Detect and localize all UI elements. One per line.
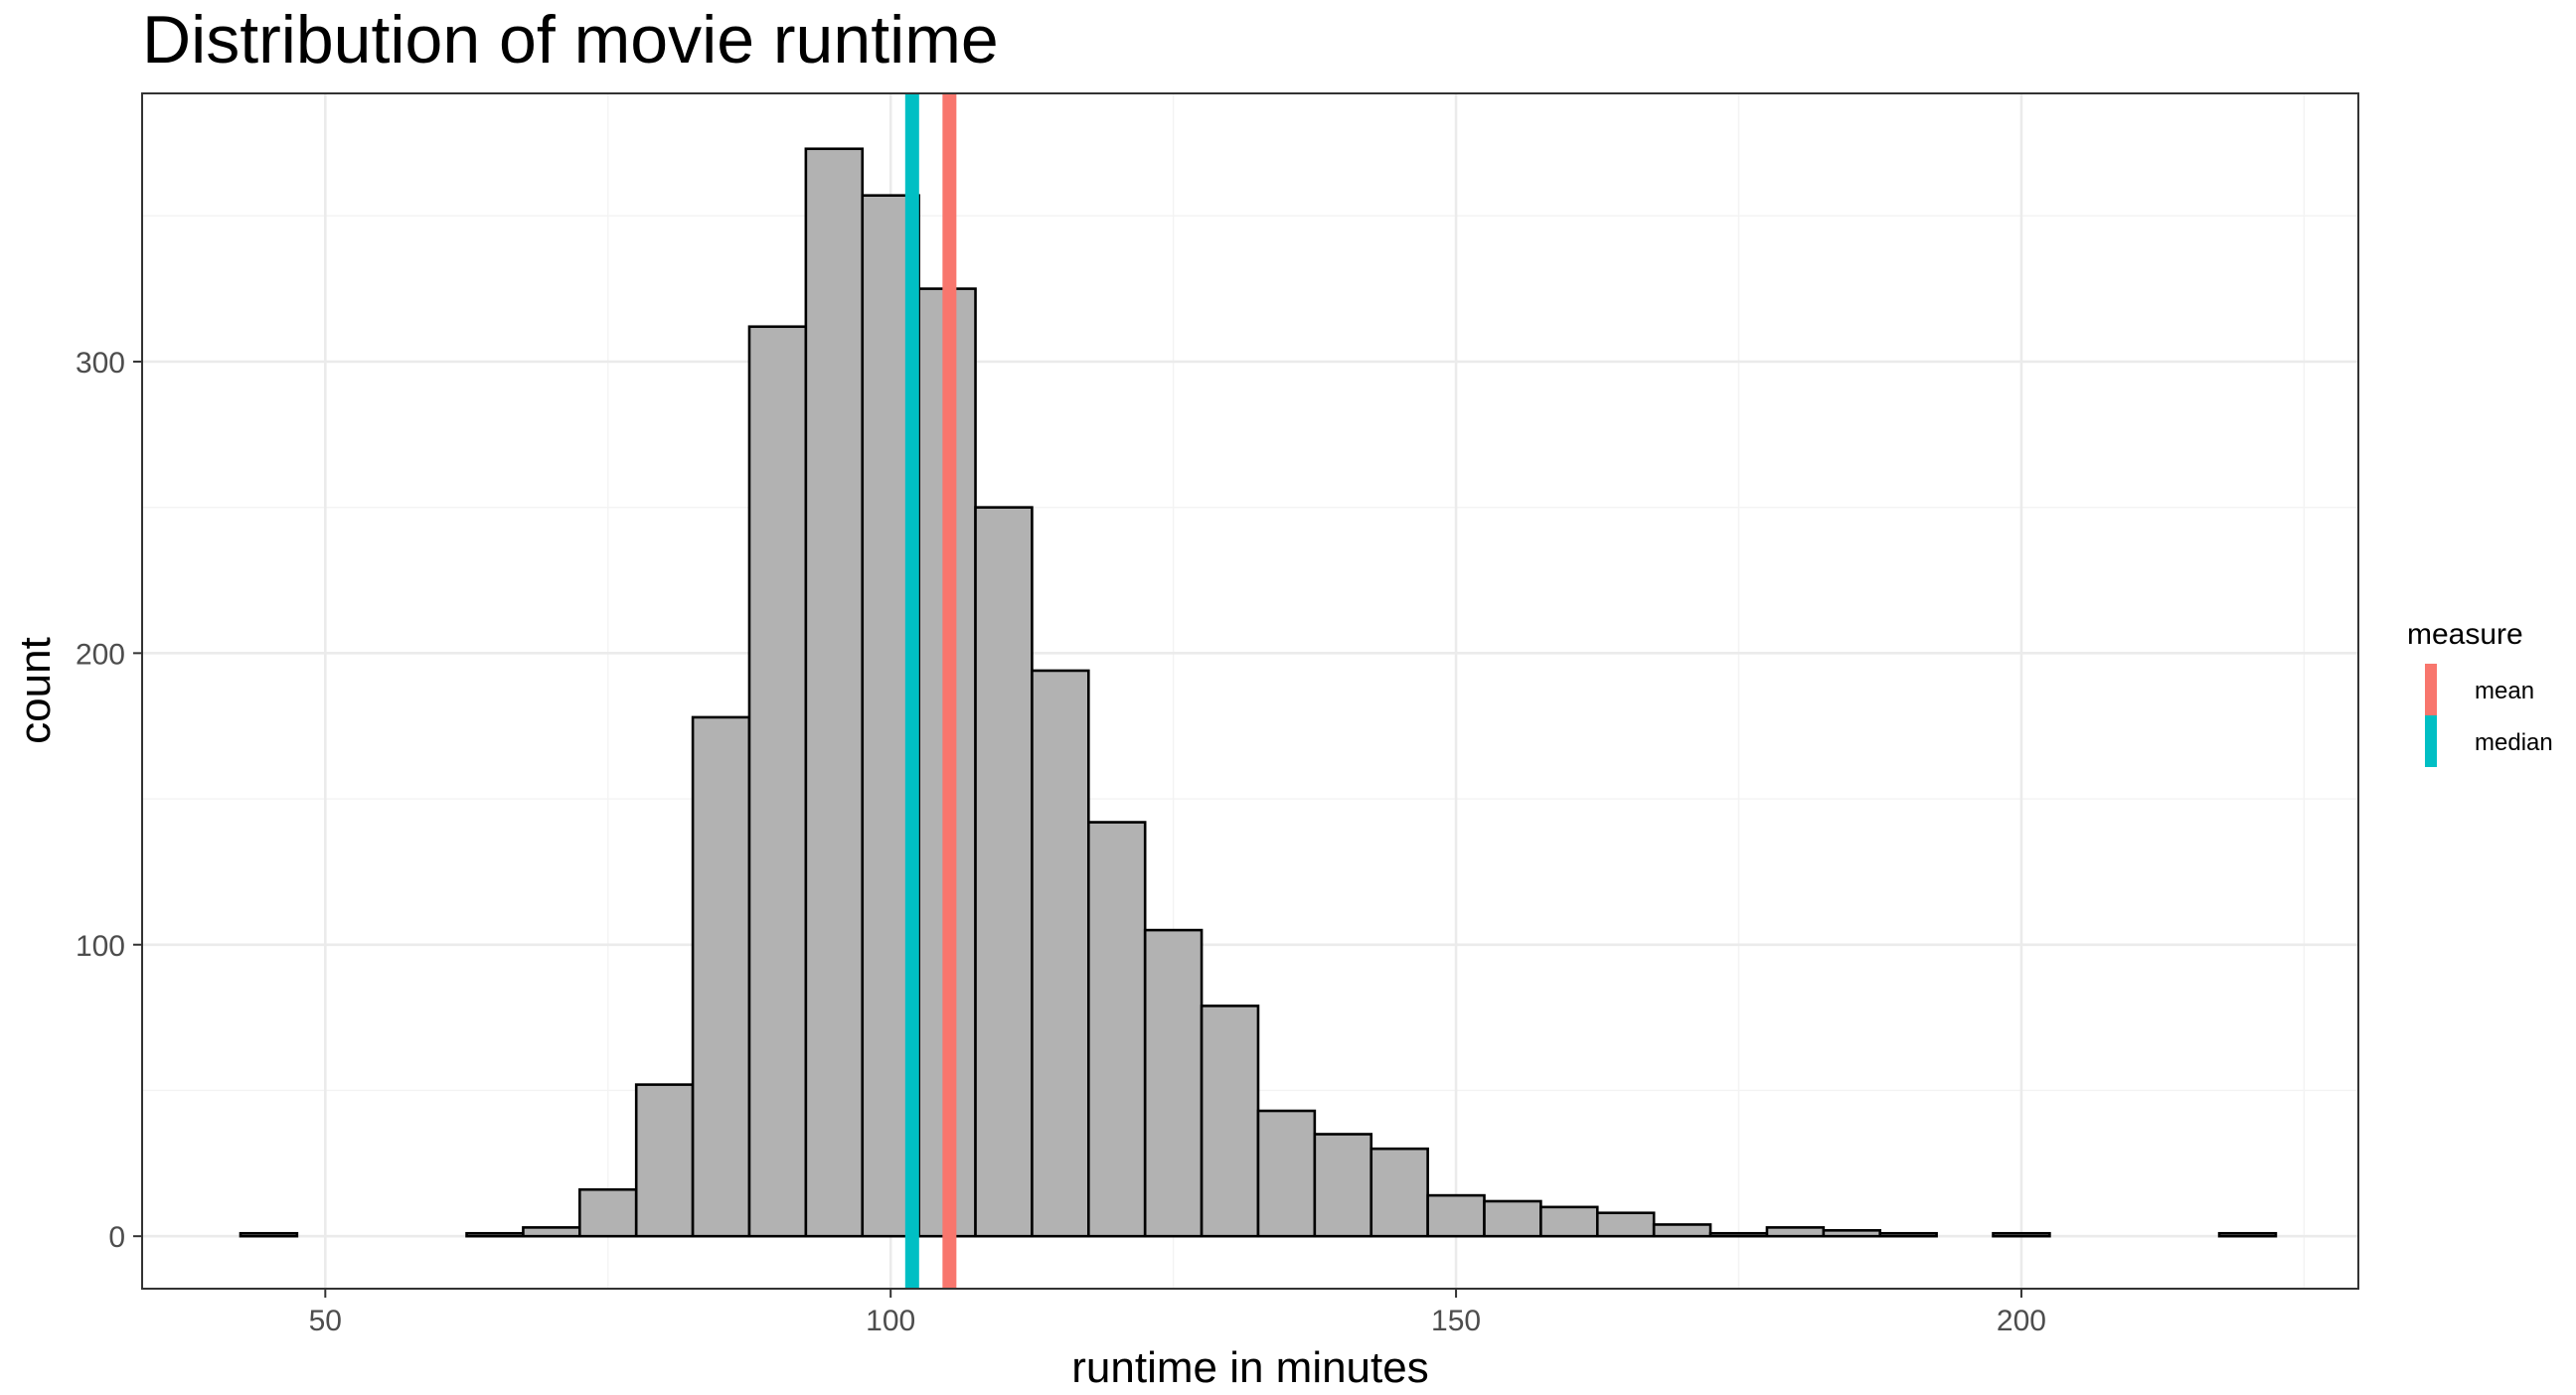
histogram-bar — [691, 715, 751, 1238]
x-tick-label: 100 — [866, 1305, 915, 1337]
y-tick-label: 200 — [76, 638, 125, 671]
histogram-bar — [1822, 1229, 1882, 1238]
legend-entries: mean median — [2425, 664, 2553, 767]
histogram-bar — [1087, 821, 1147, 1238]
histogram-bar — [522, 1226, 581, 1238]
y-tick-label: 100 — [76, 930, 125, 963]
histogram-bar — [974, 506, 1034, 1238]
histogram-bar — [1652, 1223, 1712, 1238]
histogram-bar — [634, 1083, 695, 1238]
histogram-bar — [1200, 1005, 1260, 1238]
y-tick-label: 300 — [76, 347, 125, 380]
histogram-bar — [1426, 1193, 1486, 1238]
histogram-bar — [1595, 1211, 1656, 1238]
plot-panel-border — [141, 92, 2359, 1290]
histogram-bar — [2217, 1231, 2278, 1238]
median-legend-key — [2425, 715, 2437, 767]
histogram-bar — [1992, 1231, 2051, 1238]
y-tick-label: 0 — [108, 1221, 125, 1254]
histogram-bars — [239, 147, 2278, 1238]
mean-legend-key — [2425, 664, 2437, 715]
histogram-bar — [1765, 1226, 1826, 1238]
histogram-bar — [804, 147, 865, 1238]
histogram-bar — [1878, 1231, 1938, 1238]
chart-title: Distribution of movie runtime — [142, 2, 999, 78]
histogram-bar — [747, 325, 808, 1238]
x-axis-title: runtime in minutes — [1071, 1343, 1428, 1392]
histogram-bar — [1708, 1231, 1769, 1238]
x-tick-label: 150 — [1431, 1305, 1481, 1337]
x-axis-ticks: 50 100 150 200 — [309, 1289, 2046, 1337]
median-legend-label: median — [2475, 729, 2553, 756]
x-tick-label: 50 — [309, 1305, 342, 1337]
histogram-bar — [1539, 1205, 1599, 1238]
y-axis-ticks: 0 100 200 300 — [76, 347, 142, 1254]
histogram-bar — [578, 1187, 638, 1238]
histogram-bar — [1483, 1199, 1542, 1238]
histogram-bar — [465, 1231, 525, 1238]
histogram-bar — [1031, 669, 1090, 1238]
histogram-bar — [1313, 1133, 1373, 1238]
legend-title: measure — [2407, 618, 2523, 651]
reference-lines — [904, 93, 957, 1289]
histogram-bar — [1369, 1147, 1429, 1238]
mean-legend-label: mean — [2475, 678, 2534, 704]
x-tick-label: 200 — [1997, 1305, 2046, 1337]
histogram-bar — [239, 1231, 299, 1238]
histogram-bar — [1143, 928, 1204, 1238]
y-axis-title: count — [11, 637, 60, 744]
histogram-bar — [1256, 1109, 1317, 1238]
legend: measure mean median — [2407, 618, 2553, 767]
